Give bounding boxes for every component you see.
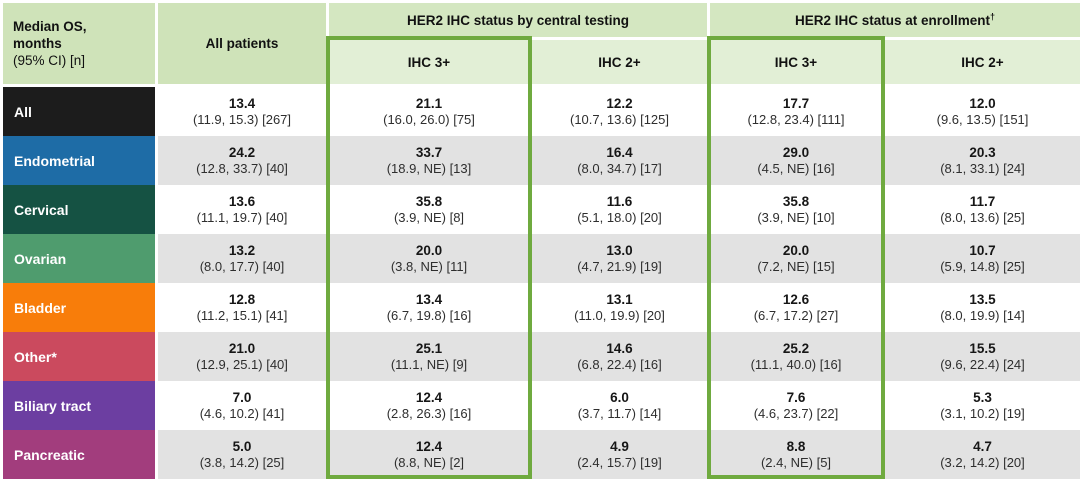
os-cell: 8.8 (2.4, NE) [5] (710, 430, 882, 479)
corner-header-median-os: Median OS, months (95% CI) [n] (3, 3, 155, 84)
os-cell: 4.7 (3.2, 14.2) [20] (885, 430, 1080, 479)
os-cell: 5.0 (3.8, 14.2) [25] (158, 430, 326, 479)
subheader-central-ihc2: IHC 2+ (532, 40, 707, 84)
os-cell: 25.2 (11.1, 40.0) [16] (710, 332, 882, 381)
os-cell: 13.5 (8.0, 19.9) [14] (885, 283, 1080, 332)
os-cell: 20.0 (7.2, NE) [15] (710, 234, 882, 283)
table-header: Median OS, months (95% CI) [n] All patie… (3, 3, 1080, 84)
os-cell: 6.0 (3.7, 11.7) [14] (532, 381, 707, 430)
os-cell: 17.7 (12.8, 23.4) [111] (710, 87, 882, 136)
column-header-all-patients: All patients (158, 3, 326, 84)
os-cell: 10.7 (5.9, 14.8) [25] (885, 234, 1080, 283)
os-cell: 29.0 (4.5, NE) [16] (710, 136, 882, 185)
os-cell: 20.0 (3.8, NE) [11] (329, 234, 529, 283)
os-cell: 7.0 (4.6, 10.2) [41] (158, 381, 326, 430)
os-cell: 13.4 (6.7, 19.8) [16] (329, 283, 529, 332)
group-header-central-testing-label: HER2 IHC status by central testing (406, 12, 630, 28)
row-label-endometrial: Endometrial (3, 136, 155, 185)
os-cell: 12.0 (9.6, 13.5) [151] (885, 87, 1080, 136)
os-cell: 12.6 (6.7, 17.2) [27] (710, 283, 882, 332)
corner-header-line1: Median OS, (13, 19, 87, 34)
row-label-cervical: Cervical (3, 185, 155, 234)
os-cell: 12.4 (2.8, 26.3) [16] (329, 381, 529, 430)
dagger-footnote-marker: † (990, 11, 996, 21)
os-cell: 4.9 (2.4, 15.7) [19] (532, 430, 707, 479)
os-cell: 24.2 (12.8, 33.7) [40] (158, 136, 326, 185)
row-label-bladder: Bladder (3, 283, 155, 332)
os-cell: 35.8 (3.9, NE) [8] (329, 185, 529, 234)
subheader-central-ihc3: IHC 3+ (329, 40, 529, 84)
table-body: All 13.4 (11.9, 15.3) [267] 21.1 (16.0, 26… (3, 87, 1080, 479)
os-cell: 13.4 (11.9, 15.3) [267] (158, 87, 326, 136)
row-label-pancreatic: Pancreatic (3, 430, 155, 479)
group-header-enrollment: HER2 IHC status at enrollment† (710, 3, 1080, 37)
os-cell: 12.4 (8.8, NE) [2] (329, 430, 529, 479)
os-cell: 13.0 (4.7, 21.9) [19] (532, 234, 707, 283)
os-cell: 25.1 (11.1, NE) [9] (329, 332, 529, 381)
corner-header-line3: (95% CI) [n] (13, 53, 86, 68)
corner-header-line2: months (13, 36, 62, 51)
os-cell: 7.6 (4.6, 23.7) [22] (710, 381, 882, 430)
row-label-other: Other* (3, 332, 155, 381)
os-cell: 11.6 (5.1, 18.0) [20] (532, 185, 707, 234)
os-cell: 13.2 (8.0, 17.7) [40] (158, 234, 326, 283)
os-cell: 35.8 (3.9, NE) [10] (710, 185, 882, 234)
os-cell: 13.6 (11.1, 19.7) [40] (158, 185, 326, 234)
os-cell: 12.8 (11.2, 15.1) [41] (158, 283, 326, 332)
row-label-all: All (3, 87, 155, 136)
os-cell: 33.7 (18.9, NE) [13] (329, 136, 529, 185)
group-header-enrollment-label: HER2 IHC status at enrollment† (794, 11, 996, 28)
os-cell: 5.3 (3.1, 10.2) [19] (885, 381, 1080, 430)
os-cell: 21.1 (16.0, 26.0) [75] (329, 87, 529, 136)
row-label-biliary-tract: Biliary tract (3, 381, 155, 430)
os-cell: 13.1 (11.0, 19.9) [20] (532, 283, 707, 332)
os-cell: 20.3 (8.1, 33.1) [24] (885, 136, 1080, 185)
os-cell: 12.2 (10.7, 13.6) [125] (532, 87, 707, 136)
os-cell: 14.6 (6.8, 22.4) [16] (532, 332, 707, 381)
os-cell: 11.7 (8.0, 13.6) [25] (885, 185, 1080, 234)
os-cell: 16.4 (8.0, 34.7) [17] (532, 136, 707, 185)
subheader-enrollment-ihc3: IHC 3+ (710, 40, 882, 84)
os-cell: 15.5 (9.6, 22.4) [24] (885, 332, 1080, 381)
row-label-ovarian: Ovarian (3, 234, 155, 283)
subheader-enrollment-ihc2: IHC 2+ (885, 40, 1080, 84)
group-header-central-testing: HER2 IHC status by central testing (329, 3, 707, 37)
os-cell: 21.0 (12.9, 25.1) [40] (158, 332, 326, 381)
